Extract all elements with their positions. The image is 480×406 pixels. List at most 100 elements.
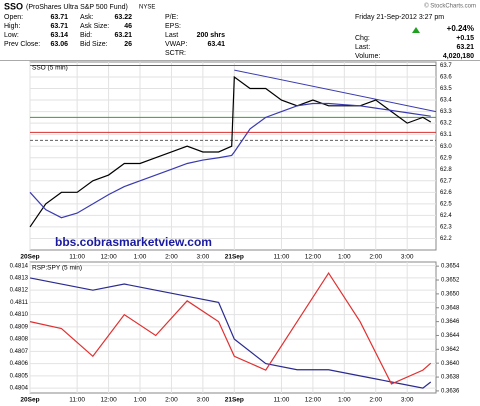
quote-label: Ask:	[80, 14, 94, 21]
x-tick-label: 1:00	[134, 254, 147, 261]
y-tick-label: 0.4810	[10, 312, 29, 318]
x-tick-label: 11:00	[274, 254, 290, 261]
quote-label: Bid:	[80, 32, 92, 39]
series-line	[29, 271, 432, 385]
y-tick-label: 62.8	[440, 167, 452, 173]
x-tick-label: 2:00	[369, 254, 382, 261]
panel-label: RSP:SPY (5 min)	[32, 265, 82, 272]
x-tick-label: 11:00	[69, 397, 85, 404]
x-tick-label: 1:00	[134, 397, 147, 404]
quote-label: Last:	[355, 44, 370, 51]
quote-label: Prev Close:	[4, 41, 40, 48]
x-tick-label: 20Sep	[20, 397, 39, 404]
x-tick-label: 3:00	[197, 397, 210, 404]
x-tick-label: 21Sep	[225, 254, 244, 261]
y2-tick-label: 0.3648	[441, 305, 460, 311]
y2-tick-label: 0.3646	[441, 319, 460, 325]
quote-value: 4,020,180	[443, 53, 474, 60]
datetime: Friday 21-Sep-2012 3:27 pm	[355, 14, 444, 21]
quote-label: VWAP:	[165, 41, 187, 48]
trendline	[234, 69, 437, 113]
y-tick-label: 0.4807	[10, 349, 29, 355]
y-tick-label: 62.3	[440, 225, 452, 231]
y-tick-label: 0.4814	[10, 263, 29, 269]
y-tick-label: 0.4809	[10, 324, 29, 330]
x-tick-label: 2:00	[369, 397, 382, 404]
y-tick-label: 62.7	[440, 178, 452, 184]
quote-value: 200 shrs	[197, 32, 226, 39]
charts: 62.2 62.3 62.4 62.5 62.6 62.7 62.8 62.9 63.0 63.1…	[10, 61, 460, 404]
y-tick-label: 62.6	[440, 190, 452, 196]
y2-tick-label: 0.3654	[441, 264, 460, 270]
quote-label: Low:	[4, 32, 19, 39]
y-tick-label: 62.5	[440, 201, 452, 207]
quote-value: 63.06	[50, 41, 68, 48]
copyright: © StockCharts.com	[424, 3, 476, 10]
series-line	[29, 277, 432, 389]
y-tick-label: 0.4811	[10, 300, 29, 306]
y2-tick-label: 0.3638	[441, 375, 460, 381]
y-tick-label: 0.4808	[10, 337, 29, 343]
y2-tick-label: 0.3644	[441, 333, 460, 339]
y-tick-label: 62.4	[440, 213, 452, 219]
quote-value: 63.21	[114, 32, 132, 39]
quote-label: Last	[165, 32, 178, 39]
x-tick-label: 12:00	[305, 254, 322, 261]
y-tick-label: 63.0	[440, 144, 452, 150]
x-tick-label: 2:00	[165, 397, 178, 404]
quote-value: +0.15	[456, 35, 474, 42]
quote-value: 46	[124, 23, 132, 30]
y-tick-label: 63.5	[440, 86, 452, 92]
quote-value: 63.22	[114, 14, 132, 21]
y-tick-label: 63.3	[440, 109, 452, 115]
x-tick-label: 11:00	[69, 254, 85, 261]
change-pct: +0.24%	[447, 24, 474, 33]
watermark: bbs.cobrasmarketview.com	[55, 235, 212, 249]
y-tick-label: 0.4812	[10, 288, 29, 294]
x-tick-label: 11:00	[274, 397, 290, 404]
quote-label: EPS:	[165, 23, 181, 30]
series-line	[29, 75, 432, 228]
y-tick-label: 0.4804	[10, 386, 29, 392]
y-tick-label: 63.2	[440, 121, 452, 127]
quote-value: 63.71	[50, 14, 68, 21]
x-tick-label: 12:00	[305, 397, 322, 404]
x-tick-label: 21Sep	[225, 397, 244, 404]
fund-name: (ProShares Ultra S&P 500 Fund)	[26, 4, 128, 11]
x-tick-label: 3:00	[197, 254, 210, 261]
quote-value: 63.21	[456, 44, 474, 51]
quote-label: Ask Size:	[80, 23, 109, 30]
series-line	[29, 102, 431, 219]
quote-label: Volume:	[355, 53, 380, 60]
y2-tick-label: 0.3636	[441, 388, 460, 394]
y-tick-label: 0.4806	[10, 361, 29, 367]
x-tick-label: 12:00	[100, 397, 117, 404]
quote-label: Bid Size:	[80, 41, 108, 48]
plot-area	[29, 61, 437, 251]
y-tick-label: 62.2	[440, 236, 452, 242]
y-tick-label: 63.7	[440, 63, 452, 69]
x-tick-label: 1:00	[338, 397, 351, 404]
y2-tick-label: 0.3650	[441, 291, 460, 297]
quote-label: Open:	[4, 14, 23, 21]
quote-label: Chg:	[355, 35, 370, 42]
quote-value: 63.71	[50, 23, 68, 30]
x-tick-label: 3:00	[401, 397, 414, 404]
x-tick-label: 3:00	[401, 254, 414, 261]
exchange: NYSE	[139, 5, 155, 11]
y-tick-label: 0.4805	[10, 373, 29, 379]
quote-value: 26	[124, 41, 132, 48]
y-tick-label: 62.9	[440, 155, 452, 161]
x-tick-label: 20Sep	[20, 254, 39, 261]
symbol: SSO	[4, 1, 23, 11]
x-tick-label: 2:00	[165, 254, 178, 261]
x-tick-label: 12:00	[100, 254, 117, 261]
quote-label: SCTR:	[165, 50, 186, 57]
x-tick-label: 1:00	[338, 254, 351, 261]
y-tick-label: 63.6	[440, 75, 452, 81]
y2-tick-label: 0.3640	[441, 361, 460, 367]
quote-value: 63.41	[207, 41, 225, 48]
y-tick-label: 63.1	[440, 132, 452, 138]
panel-label: SSO (5 min)	[32, 65, 68, 72]
